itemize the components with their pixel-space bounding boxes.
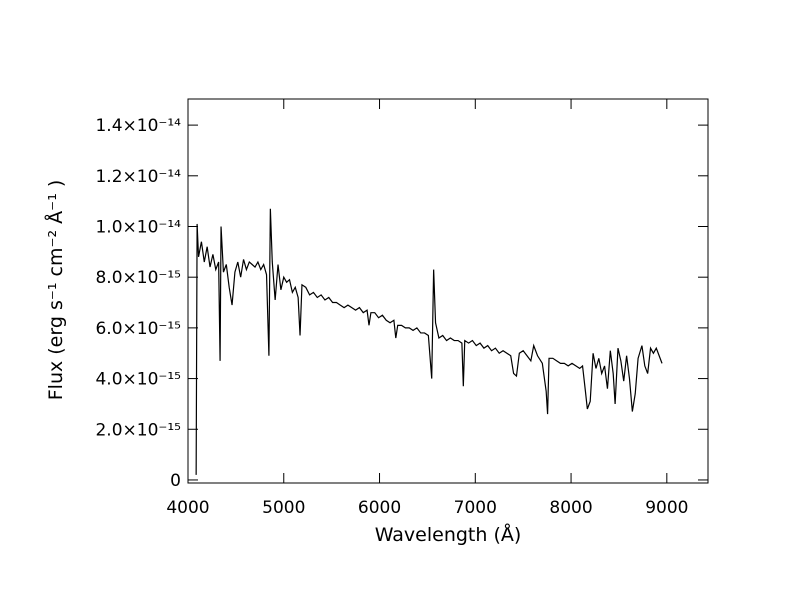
x-tick-label: 9000 xyxy=(645,498,688,518)
y-tick-label: 1.2×10⁻¹⁴ xyxy=(95,167,181,187)
x-tick-label: 5000 xyxy=(262,498,305,518)
y-tick-label: 4.0×10⁻¹⁵ xyxy=(95,370,181,390)
y-tick-label: 6.0×10⁻¹⁵ xyxy=(95,319,181,339)
x-tick-label: 4000 xyxy=(166,498,209,518)
spectrum-line xyxy=(195,208,663,475)
x-tick-label: 6000 xyxy=(358,498,401,518)
plot-frame xyxy=(187,98,709,484)
y-tick-label: 1.0×10⁻¹⁴ xyxy=(95,217,181,237)
y-tick-label: 0 xyxy=(170,471,181,491)
y-tick-label: 8.0×10⁻¹⁵ xyxy=(95,268,181,288)
x-tick-label: 7000 xyxy=(454,498,497,518)
x-axis-label: Wavelength (Å) xyxy=(375,523,522,546)
y-tick-label: 1.4×10⁻¹⁴ xyxy=(95,116,181,136)
y-axis-label: Flux (erg s⁻¹ cm⁻² Å⁻¹ ) xyxy=(44,180,67,401)
y-tick-label: 2.0×10⁻¹⁵ xyxy=(95,420,181,440)
x-tick-label: 8000 xyxy=(549,498,592,518)
